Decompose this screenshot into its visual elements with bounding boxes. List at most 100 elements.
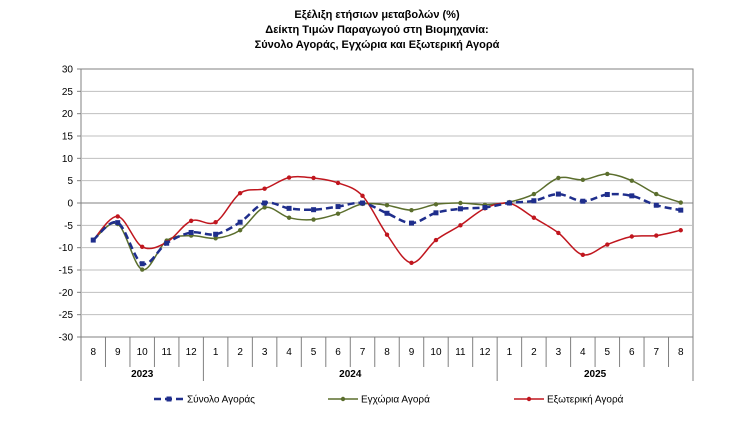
x-tick-label: 7 [653, 347, 659, 358]
year-label: 2024 [339, 369, 362, 380]
legend-item: Σύνολο Αγοράς [154, 394, 255, 406]
chart-title-line: Δείκτη Τιμών Παραγωγού στη Βιομηχανία: [265, 24, 488, 36]
x-tick-label: 6 [629, 347, 635, 358]
x-tick-label: 1 [507, 347, 513, 358]
data-point [335, 180, 341, 186]
legend: Σύνολο Αγοράς Εγχώρια Αγορά Εξωτερική Αγορ… [154, 394, 624, 406]
data-point [653, 202, 659, 208]
x-tick-label: 2 [531, 347, 537, 358]
y-tick-label: 30 [62, 65, 74, 76]
data-point [506, 200, 512, 206]
data-point [629, 234, 634, 239]
x-tick-label: 9 [115, 347, 121, 358]
data-point [457, 206, 463, 212]
data-point [262, 186, 267, 191]
y-tick-label: -25 [59, 310, 74, 321]
data-point [409, 260, 414, 266]
x-tick-label: 12 [186, 347, 198, 358]
data-point [286, 215, 292, 220]
data-point [384, 232, 390, 237]
data-point [311, 175, 316, 181]
data-point [286, 205, 292, 211]
x-tick-label: 3 [556, 347, 562, 358]
data-point [335, 204, 341, 210]
data-point [604, 192, 610, 198]
x-tick-label: 6 [335, 347, 341, 358]
data-point [164, 240, 170, 246]
data-point [482, 204, 488, 210]
data-point [115, 214, 120, 219]
data-point [531, 191, 537, 197]
data-point [433, 237, 439, 243]
legend-marker [166, 396, 172, 402]
legend-label: Εξωτερική Αγορά [547, 394, 624, 406]
data-point [654, 191, 659, 197]
chart-title-line: Εξέλιξη ετήσιων μεταβολών (%) [294, 9, 460, 21]
data-point [556, 230, 561, 236]
x-tick-label: 11 [455, 347, 466, 358]
y-tick-label: -20 [59, 288, 74, 299]
data-point [678, 200, 683, 205]
x-tick-label: 10 [137, 347, 149, 358]
data-point [605, 171, 610, 177]
y-tick-label: 20 [62, 109, 74, 120]
data-point [433, 210, 439, 216]
data-point [629, 178, 634, 183]
legend-label: Εγχώρια Αγορά [361, 394, 430, 406]
y-tick-label: 10 [62, 154, 74, 165]
data-point [139, 261, 145, 267]
x-tick-label: 2 [237, 347, 243, 358]
data-point [531, 215, 537, 220]
x-tick-label: 10 [430, 347, 442, 358]
data-point [213, 231, 219, 237]
x-tick-label: 1 [213, 347, 219, 358]
x-tick-label: 7 [360, 347, 366, 358]
y-tick-label: -10 [59, 243, 74, 254]
data-point [311, 217, 316, 222]
legend-marker [340, 396, 346, 402]
legend-item: Εγχώρια Αγορά [328, 394, 430, 406]
data-point [409, 207, 414, 213]
x-tick-label: 5 [311, 347, 317, 358]
x-tick-label: 4 [580, 347, 586, 358]
data-point [188, 229, 194, 235]
chart-title-line: Σύνολο Αγοράς, Εγχώρια και Εξωτερική Αγο… [255, 39, 500, 51]
data-point [262, 200, 268, 206]
year-label: 2023 [131, 369, 154, 380]
data-point [433, 202, 439, 207]
x-tick-label: 5 [605, 347, 611, 358]
y-tick-label: 25 [62, 87, 74, 98]
data-point [140, 267, 145, 272]
y-tick-label: 15 [62, 132, 74, 143]
series-1 [91, 171, 683, 272]
data-point [360, 200, 366, 206]
x-tick-label: 8 [678, 347, 684, 358]
data-point [408, 220, 414, 226]
data-point [384, 203, 390, 208]
gridlines [81, 90, 693, 316]
data-point [311, 207, 317, 213]
x-tick-label: 12 [479, 347, 491, 358]
y-tick-label: 0 [67, 199, 73, 210]
data-point [237, 228, 243, 233]
data-point [384, 210, 390, 216]
legend-label: Σύνολο Αγοράς [187, 394, 255, 406]
x-tick-label: 3 [262, 347, 268, 358]
data-point [556, 175, 561, 181]
data-point [213, 236, 218, 241]
data-point [335, 211, 341, 216]
series-0 [90, 191, 684, 267]
data-point [580, 252, 586, 258]
chart-title: Εξέλιξη ετήσιων μεταβολών (%) Δείκτη Τιμώ… [255, 9, 500, 51]
legend-item: Εξωτερική Αγορά [514, 394, 624, 406]
data-point [115, 220, 121, 226]
data-point [654, 233, 659, 238]
data-point [262, 205, 267, 210]
data-point [90, 237, 96, 243]
data-point [237, 219, 243, 225]
y-tick-label: -15 [59, 266, 74, 277]
data-point [629, 193, 635, 199]
y-tick-label: -5 [64, 221, 73, 232]
